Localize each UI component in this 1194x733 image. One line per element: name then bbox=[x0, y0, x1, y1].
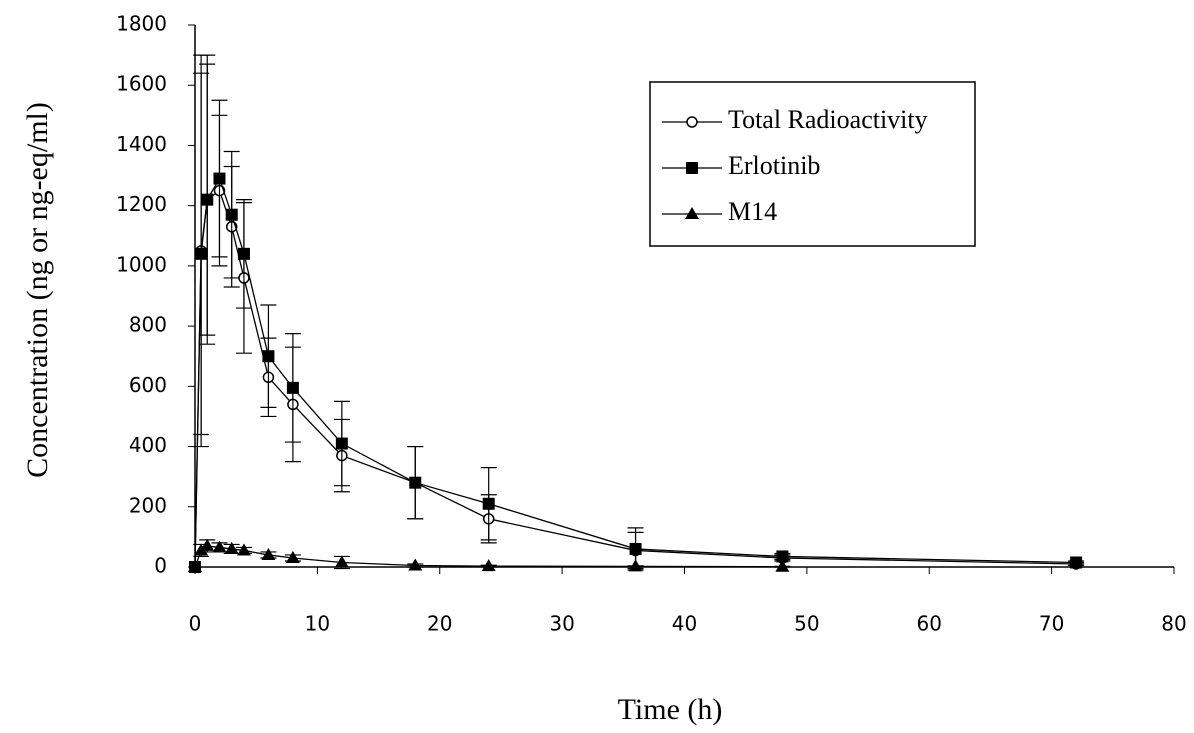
marker bbox=[237, 247, 250, 260]
marker bbox=[286, 381, 299, 394]
marker bbox=[224, 541, 239, 554]
marker bbox=[213, 172, 226, 185]
marker bbox=[261, 547, 276, 560]
marker bbox=[212, 540, 227, 553]
marker bbox=[225, 208, 238, 221]
x-axis-label: Time (h) bbox=[618, 693, 723, 726]
y-tick-label: 200 bbox=[129, 493, 167, 517]
y-tick-label: 1000 bbox=[116, 252, 167, 276]
legend-box bbox=[649, 81, 976, 247]
legend-marker bbox=[685, 207, 699, 219]
marker bbox=[335, 437, 348, 450]
legend-label: Erlotinib bbox=[728, 151, 820, 180]
x-tick-label: 80 bbox=[1161, 612, 1186, 636]
x-tick-label: 60 bbox=[917, 612, 942, 636]
marker bbox=[262, 350, 275, 363]
y-tick-label: 800 bbox=[129, 313, 167, 337]
x-tick-label: 20 bbox=[427, 612, 452, 636]
marker bbox=[775, 559, 790, 572]
y-tick-label: 400 bbox=[129, 433, 167, 457]
marker bbox=[200, 538, 215, 551]
x-tick-label: 30 bbox=[549, 612, 574, 636]
x-tick-label: 70 bbox=[1039, 612, 1064, 636]
legend-label: M14 bbox=[728, 197, 777, 226]
marker bbox=[1070, 556, 1083, 569]
marker bbox=[776, 550, 789, 563]
y-tick-label: 600 bbox=[129, 373, 167, 397]
legend-marker bbox=[686, 116, 698, 128]
marker bbox=[188, 560, 202, 572]
marker bbox=[629, 542, 642, 555]
marker bbox=[481, 559, 496, 572]
marker bbox=[408, 558, 423, 571]
marker bbox=[482, 497, 495, 510]
marker bbox=[409, 476, 422, 489]
y-tick-label: 1200 bbox=[116, 192, 167, 216]
y-tick-label: 1600 bbox=[116, 72, 167, 96]
series-line bbox=[194, 189, 1077, 568]
marker bbox=[285, 550, 300, 563]
x-tick-label: 0 bbox=[189, 612, 202, 636]
x-tick-label: 40 bbox=[672, 612, 697, 636]
y-axis-label: Concentration (ng or ng-eq/ml) bbox=[21, 102, 54, 478]
y-tick-label: 1400 bbox=[116, 132, 167, 156]
legend-marker bbox=[686, 162, 698, 174]
marker bbox=[628, 559, 643, 572]
legend-label: Total Radioactivity bbox=[728, 105, 928, 134]
x-tick-label: 10 bbox=[305, 612, 330, 636]
marker bbox=[334, 555, 349, 568]
marker bbox=[195, 247, 208, 260]
y-tick-label: 0 bbox=[154, 554, 167, 578]
x-tick-label: 50 bbox=[794, 612, 819, 636]
marker bbox=[236, 543, 251, 556]
y-tick-label: 1800 bbox=[116, 12, 167, 36]
marker bbox=[201, 193, 214, 206]
